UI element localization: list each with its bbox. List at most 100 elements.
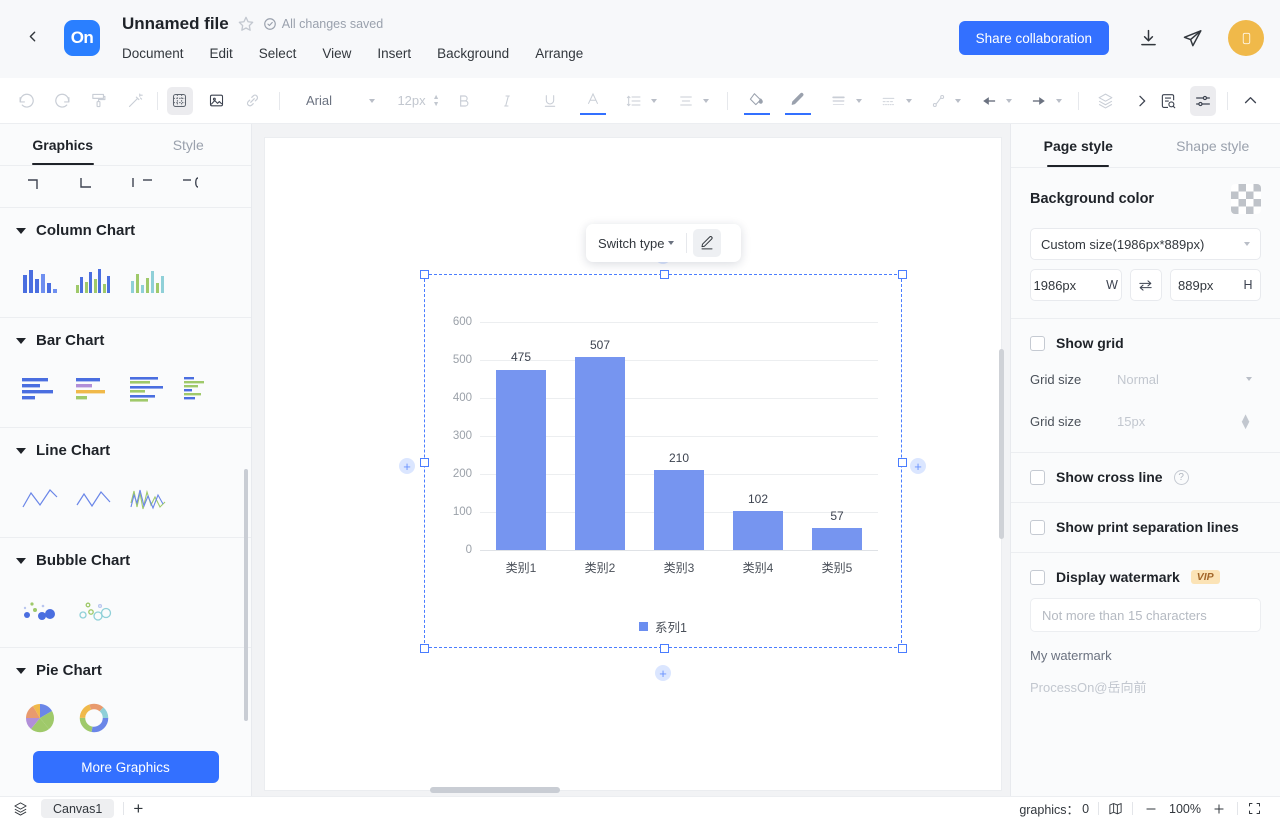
show-grid-row[interactable]: Show grid — [1030, 335, 1261, 351]
bar-category-1[interactable] — [496, 369, 546, 550]
text-align-icon[interactable] — [673, 87, 699, 115]
thumb-bar-chart-3[interactable] — [126, 367, 170, 405]
stepper-arrows[interactable]: ▲ ▼ — [1239, 410, 1252, 432]
arrow-end-icon[interactable] — [1026, 87, 1052, 115]
arrow-start-icon[interactable] — [976, 87, 1002, 115]
show-grid-checkbox[interactable] — [1030, 335, 1045, 351]
chevron-down-icon[interactable] — [1006, 98, 1013, 103]
add-shape-right-button[interactable]: + — [910, 458, 926, 474]
zoom-level[interactable]: 100% — [1169, 801, 1201, 816]
page-title[interactable]: Unnamed file — [122, 14, 229, 33]
chevron-up-icon[interactable] — [1237, 87, 1263, 115]
section-header-line-chart[interactable]: Line Chart — [0, 442, 251, 459]
line-height-icon[interactable] — [621, 87, 647, 115]
line-weight-icon[interactable] — [826, 87, 852, 115]
switch-type-button[interactable]: Switch type — [592, 236, 680, 251]
thumb-column-chart-1[interactable] — [18, 257, 62, 295]
line-dash-icon[interactable] — [876, 87, 902, 115]
resize-handle-e[interactable] — [897, 458, 907, 467]
font-family-value[interactable]: Arial — [306, 93, 333, 108]
thumb-bar-chart-1[interactable] — [18, 367, 62, 405]
chevron-down-icon[interactable] — [905, 98, 912, 103]
zoom-out-icon[interactable] — [1142, 802, 1160, 816]
menu-item-document[interactable]: Document — [122, 46, 184, 61]
thumb-pie-chart-1[interactable] — [18, 697, 62, 735]
grid-size-select[interactable]: Normal — [1108, 365, 1261, 393]
thumb-bubble-chart-1[interactable] — [18, 587, 62, 625]
canvas-page[interactable]: 600 500 400 300 200 100 0 475 507 210 10… — [265, 138, 1001, 790]
resize-handle-se[interactable] — [897, 643, 907, 653]
undo-icon[interactable] — [14, 87, 40, 115]
connector-shape-3-icon[interactable] — [130, 176, 160, 198]
table-icon[interactable] — [166, 86, 193, 115]
bar-chart[interactable]: 600 500 400 300 200 100 0 475 507 210 10… — [424, 274, 902, 648]
chevron-down-icon[interactable] — [1055, 98, 1062, 103]
link-icon[interactable] — [239, 87, 265, 115]
fullscreen-icon[interactable] — [1247, 801, 1262, 816]
format-painter-icon[interactable] — [86, 87, 112, 115]
send-icon[interactable] — [1180, 26, 1204, 50]
thumb-bar-chart-4[interactable] — [180, 367, 224, 405]
sidebar-scrollbar[interactable] — [244, 469, 248, 721]
avatar[interactable] — [1228, 20, 1264, 56]
resize-handle-sw[interactable] — [419, 643, 429, 653]
resize-handle-ne[interactable] — [897, 269, 907, 279]
thumb-donut-chart-1[interactable] — [72, 697, 116, 735]
question-icon[interactable]: ? — [1173, 469, 1189, 485]
thumb-bar-chart-2[interactable] — [72, 367, 116, 405]
display-watermark-checkbox[interactable] — [1030, 569, 1045, 585]
section-header-column-chart[interactable]: Column Chart — [0, 222, 251, 239]
page-width-input[interactable]: 1986px W — [1030, 269, 1122, 301]
chart-legend[interactable]: 系列1 — [424, 617, 902, 636]
resize-handle-w[interactable] — [419, 458, 429, 467]
zoom-in-icon[interactable] — [1210, 802, 1228, 816]
connector-style-icon[interactable] — [925, 87, 951, 115]
find-replace-icon[interactable] — [1155, 87, 1181, 115]
menu-item-view[interactable]: View — [322, 46, 352, 61]
thumb-bubble-chart-2[interactable] — [72, 587, 116, 625]
app-logo[interactable]: On — [64, 20, 100, 56]
thumb-line-chart-1[interactable] — [18, 477, 62, 515]
tab-style[interactable]: Style — [172, 136, 204, 153]
thumb-column-chart-2[interactable] — [72, 257, 116, 295]
canvas-scrollbar-vertical[interactable] — [999, 349, 1004, 539]
font-size-stepper[interactable]: ▲ ▼ — [432, 93, 440, 108]
display-watermark-row[interactable]: Display watermark VIP — [1030, 569, 1261, 585]
page-height-input[interactable]: 889px H — [1169, 269, 1261, 301]
sliders-icon[interactable] — [1190, 85, 1217, 116]
image-icon[interactable] — [203, 87, 229, 115]
bar-category-3[interactable] — [654, 470, 704, 550]
resize-handle-nw[interactable] — [419, 269, 429, 279]
thumb-line-chart-3[interactable] — [126, 477, 170, 515]
add-canvas-icon[interactable]: + — [133, 799, 144, 818]
resize-handle-n[interactable] — [660, 269, 669, 279]
connector-shape-1-icon[interactable] — [26, 176, 56, 198]
layers-icon[interactable] — [13, 801, 28, 816]
background-color-swatch[interactable] — [1231, 184, 1261, 214]
edit-chart-data-button[interactable] — [693, 229, 722, 257]
redo-icon[interactable] — [50, 87, 76, 115]
add-shape-bottom-button[interactable]: + — [655, 665, 671, 681]
bar-category-2[interactable] — [575, 357, 625, 550]
font-size-value[interactable]: 12px — [397, 93, 426, 108]
text-color-icon[interactable] — [580, 87, 607, 115]
show-cross-line-checkbox[interactable] — [1030, 469, 1045, 485]
selection-box[interactable] — [419, 269, 907, 653]
chevron-down-icon[interactable] — [651, 98, 658, 103]
section-header-bubble-chart[interactable]: Bubble Chart — [0, 552, 251, 569]
chevron-down-icon[interactable] — [368, 98, 375, 103]
watermark-input[interactable]: Not more than 15 characters — [1030, 598, 1261, 632]
menu-item-edit[interactable]: Edit — [209, 46, 233, 61]
connector-shape-4-icon[interactable] — [182, 176, 212, 198]
bold-icon[interactable] — [451, 87, 477, 115]
italic-icon[interactable] — [494, 87, 520, 115]
swap-dimensions-icon[interactable] — [1129, 269, 1162, 301]
thumb-column-chart-3[interactable] — [126, 257, 170, 295]
tab-shape-style[interactable]: Shape style — [1176, 137, 1250, 154]
grid-size-stepper[interactable]: 15px ▲ ▼ — [1108, 407, 1261, 435]
chevron-down-icon[interactable] — [955, 98, 962, 103]
menu-item-insert[interactable]: Insert — [377, 46, 412, 61]
chevron-down-icon[interactable] — [702, 98, 709, 103]
bar-category-4[interactable] — [733, 511, 783, 550]
thumb-line-chart-2[interactable] — [72, 477, 116, 515]
